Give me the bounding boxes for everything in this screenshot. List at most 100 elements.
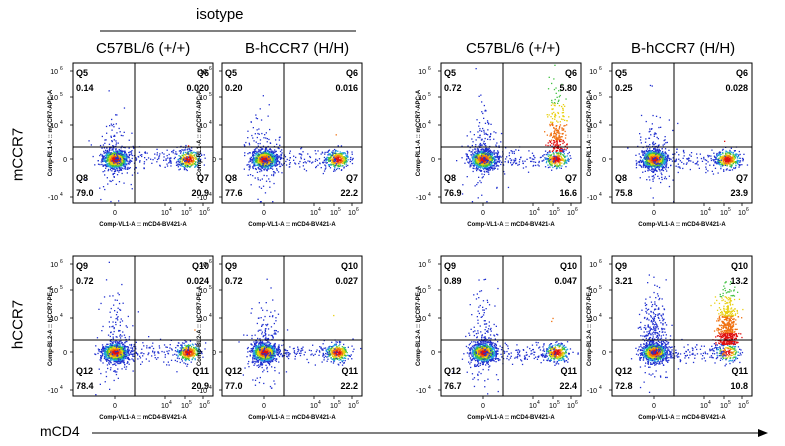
event-dot bbox=[120, 164, 122, 166]
event-dot bbox=[333, 163, 336, 165]
event-dot bbox=[500, 156, 502, 158]
event-dot bbox=[119, 155, 122, 157]
event-dot bbox=[177, 166, 179, 168]
event-dot bbox=[492, 165, 494, 167]
event-dot bbox=[555, 160, 557, 162]
event-dot bbox=[243, 144, 245, 146]
event-dot bbox=[547, 155, 550, 157]
event-dot bbox=[183, 155, 185, 158]
event-dot bbox=[481, 194, 483, 196]
event-dot bbox=[493, 149, 495, 152]
event-dot bbox=[487, 149, 489, 151]
event-dot bbox=[255, 152, 257, 155]
event-dot bbox=[664, 163, 666, 165]
event-dot bbox=[488, 151, 490, 154]
event-dot bbox=[550, 158, 552, 160]
event-dot bbox=[260, 152, 262, 154]
event-dot bbox=[507, 186, 510, 189]
event-dot bbox=[281, 157, 283, 160]
event-dot bbox=[481, 130, 483, 132]
event-dot bbox=[478, 165, 480, 167]
event-dot bbox=[180, 158, 182, 161]
event-dot bbox=[493, 131, 495, 133]
event-dot bbox=[334, 164, 337, 166]
event-dot bbox=[114, 163, 116, 166]
event-dot bbox=[549, 155, 551, 157]
event-dot bbox=[108, 143, 111, 145]
event-dot bbox=[551, 122, 553, 125]
event-dot bbox=[111, 129, 113, 131]
event-dot bbox=[128, 147, 130, 149]
event-dot bbox=[350, 156, 352, 159]
event-dot bbox=[478, 122, 481, 124]
event-dot bbox=[113, 151, 116, 153]
event-dot bbox=[107, 152, 109, 154]
event-dot bbox=[481, 161, 483, 163]
event-dot bbox=[339, 162, 341, 164]
event-dot bbox=[261, 165, 264, 167]
event-dot bbox=[341, 153, 343, 155]
event-dot bbox=[561, 136, 563, 138]
event-dot bbox=[479, 160, 481, 162]
event-dot bbox=[475, 168, 477, 170]
event-dot bbox=[307, 153, 309, 155]
event-dot bbox=[564, 105, 566, 107]
event-dot bbox=[483, 133, 486, 135]
event-dot bbox=[118, 167, 120, 169]
event-dot bbox=[489, 155, 492, 158]
event-dot bbox=[264, 150, 266, 153]
event-dot bbox=[187, 165, 189, 168]
quadrant-label: Q8 bbox=[444, 173, 456, 183]
event-dot bbox=[317, 164, 319, 166]
event-dot bbox=[551, 157, 554, 159]
event-dot bbox=[476, 163, 479, 165]
event-dot bbox=[547, 159, 549, 162]
event-dot bbox=[126, 154, 128, 157]
event-dot bbox=[118, 169, 121, 171]
event-dot bbox=[117, 164, 119, 166]
event-dot bbox=[255, 150, 257, 152]
event-dot bbox=[560, 148, 562, 150]
event-dot bbox=[486, 163, 489, 166]
event-dot bbox=[133, 155, 135, 157]
event-dot bbox=[640, 161, 642, 163]
event-dot bbox=[670, 158, 672, 160]
event-dot bbox=[121, 156, 124, 158]
event-dot bbox=[256, 147, 258, 149]
x-tick-exponent: 5 bbox=[189, 207, 192, 213]
event-dot bbox=[493, 164, 495, 167]
event-dot bbox=[347, 156, 349, 158]
event-dot bbox=[483, 173, 485, 176]
event-dot bbox=[328, 156, 330, 159]
event-dot bbox=[189, 162, 191, 165]
event-dot bbox=[272, 175, 275, 177]
event-dot bbox=[554, 130, 556, 132]
event-dot bbox=[190, 152, 192, 154]
event-dot bbox=[107, 165, 109, 168]
event-dot bbox=[325, 162, 327, 164]
event-dot bbox=[478, 125, 480, 127]
event-dot bbox=[267, 115, 269, 117]
event-dot bbox=[274, 164, 276, 166]
event-dot bbox=[312, 161, 314, 163]
event-dot bbox=[185, 161, 187, 163]
event-dot bbox=[112, 145, 115, 147]
event-dot bbox=[135, 167, 137, 169]
event-dot bbox=[556, 129, 558, 132]
event-dot bbox=[560, 152, 562, 155]
event-dot bbox=[559, 153, 561, 155]
event-dot bbox=[664, 156, 666, 158]
event-dot bbox=[113, 155, 115, 157]
event-dot bbox=[484, 167, 486, 169]
event-dot bbox=[333, 160, 335, 162]
event-dot bbox=[121, 155, 124, 157]
event-dot bbox=[564, 124, 566, 127]
event-dot bbox=[126, 157, 128, 159]
event-dot bbox=[328, 154, 330, 156]
event-dot bbox=[563, 159, 565, 161]
event-dot bbox=[104, 151, 107, 153]
event-dot bbox=[473, 161, 475, 163]
event-dot bbox=[112, 148, 114, 150]
event-dot bbox=[185, 157, 187, 159]
event-dot bbox=[479, 143, 481, 146]
